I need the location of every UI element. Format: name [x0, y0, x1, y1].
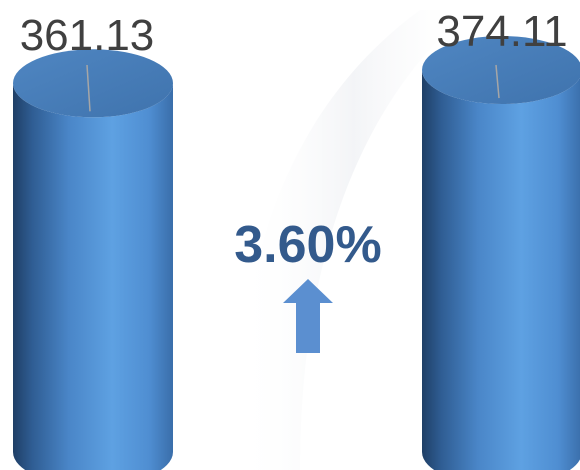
cylinder-body	[13, 83, 173, 470]
cylinder-top	[13, 49, 173, 118]
cylinder-body	[422, 70, 580, 470]
leader-line	[86, 64, 91, 112]
percent-change-label: 3.60%	[234, 216, 381, 274]
data-label: 361.13	[20, 11, 155, 60]
leader-line	[495, 64, 500, 99]
bars-layer: 361.13 374.11	[13, 7, 580, 470]
background-swoosh	[237, 10, 470, 470]
data-label: 374.11	[436, 7, 567, 56]
bar-1: 361.13	[13, 11, 173, 470]
bar-2: 374.11	[422, 7, 580, 470]
cylinder-top	[422, 36, 580, 105]
up-arrow-icon	[283, 279, 333, 353]
